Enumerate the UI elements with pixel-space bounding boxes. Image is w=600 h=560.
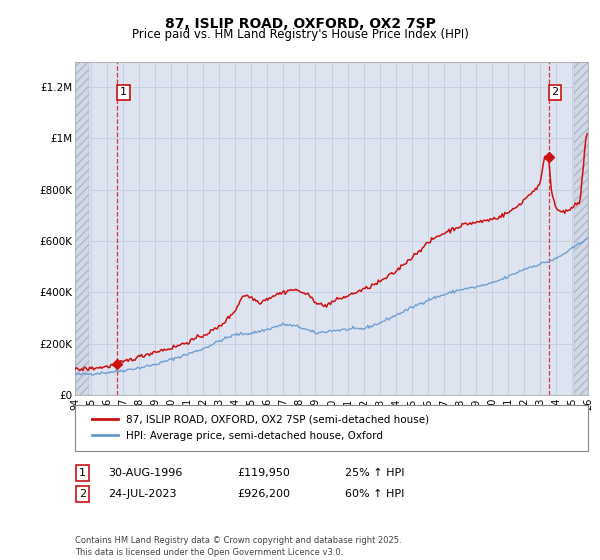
Text: 25% ↑ HPI: 25% ↑ HPI xyxy=(345,468,404,478)
Text: 1: 1 xyxy=(79,468,86,478)
Text: Contains HM Land Registry data © Crown copyright and database right 2025.
This d: Contains HM Land Registry data © Crown c… xyxy=(75,536,401,557)
Text: 60% ↑ HPI: 60% ↑ HPI xyxy=(345,489,404,499)
Text: Price paid vs. HM Land Registry's House Price Index (HPI): Price paid vs. HM Land Registry's House … xyxy=(131,28,469,41)
Bar xyxy=(75,62,89,395)
Text: £926,200: £926,200 xyxy=(237,489,290,499)
Text: 30-AUG-1996: 30-AUG-1996 xyxy=(108,468,182,478)
Text: 2: 2 xyxy=(551,87,559,97)
Text: 87, ISLIP ROAD, OXFORD, OX2 7SP: 87, ISLIP ROAD, OXFORD, OX2 7SP xyxy=(164,17,436,31)
Text: 24-JUL-2023: 24-JUL-2023 xyxy=(108,489,176,499)
Legend: 87, ISLIP ROAD, OXFORD, OX2 7SP (semi-detached house), HPI: Average price, semi-: 87, ISLIP ROAD, OXFORD, OX2 7SP (semi-de… xyxy=(85,408,436,447)
Text: 1: 1 xyxy=(120,87,127,97)
Text: 2: 2 xyxy=(79,489,86,499)
Text: £119,950: £119,950 xyxy=(237,468,290,478)
Bar xyxy=(574,62,588,395)
